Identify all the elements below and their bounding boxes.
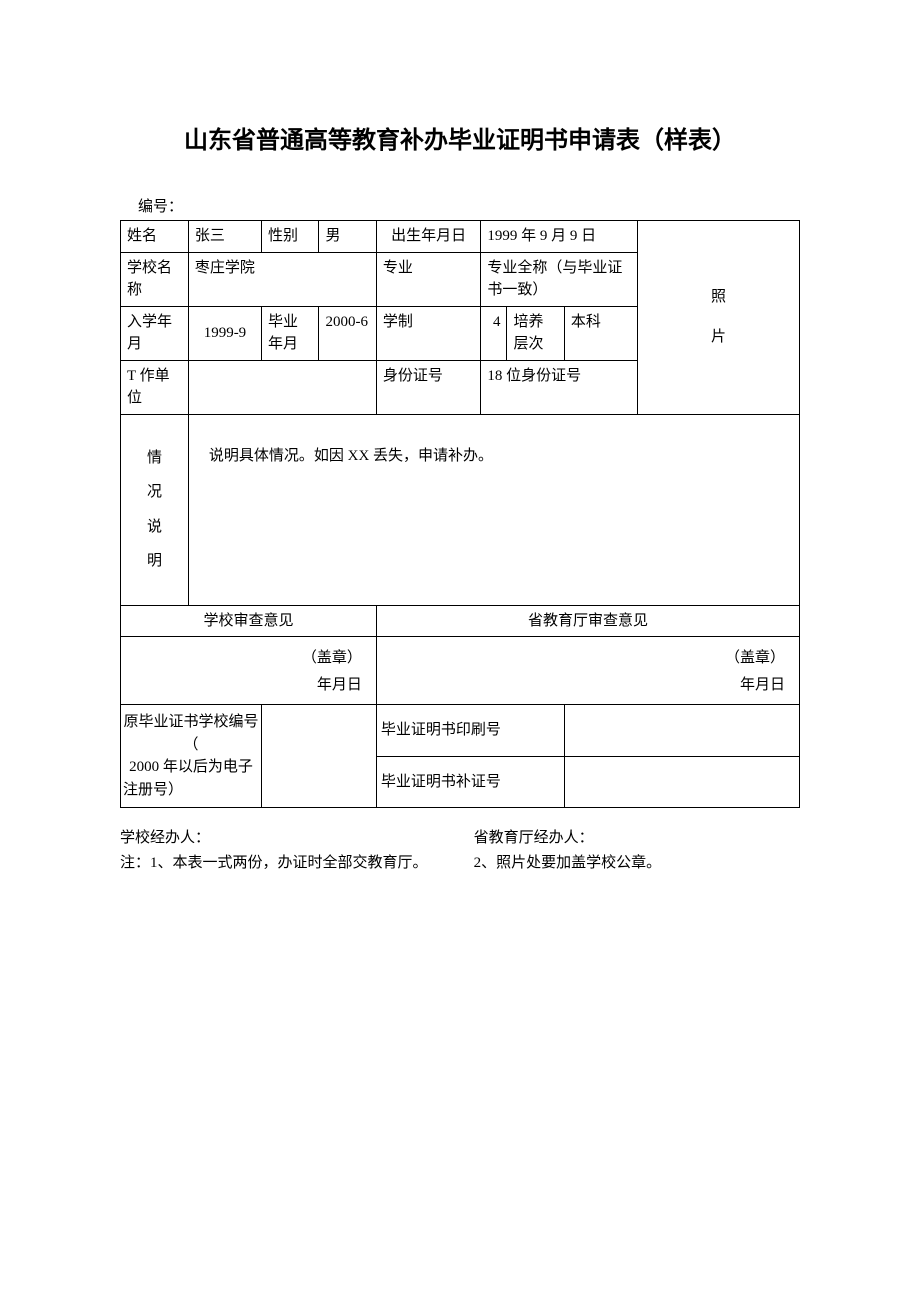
- dept-review-body: （盖章） 年月日: [376, 637, 799, 705]
- situation-label: 情 况 说 明: [121, 414, 189, 605]
- supp-no-value: [564, 756, 799, 808]
- application-form-table: 姓名 张三 性别 男 出生年月日 1999 年 9 月 9 日 照 片 学校名称…: [120, 220, 800, 808]
- dept-stamp: （盖章）: [391, 647, 785, 670]
- school-review-body: （盖章） 年月日: [121, 637, 377, 705]
- enroll-value: 1999-9: [188, 306, 261, 360]
- system-value: 4: [481, 306, 507, 360]
- print-no-label: 毕业证明书印刷号: [376, 705, 564, 757]
- print-no-value: [564, 705, 799, 757]
- school-date: 年月日: [135, 674, 362, 697]
- row-basic-1: 姓名 张三 性别 男 出生年月日 1999 年 9 月 9 日 照 片: [121, 221, 800, 253]
- school-handler: 学校经办人：: [120, 826, 474, 847]
- school-value: 枣庄学院: [188, 252, 376, 306]
- situation-char-2: 况: [121, 481, 188, 504]
- id-value: 18 位身份证号: [481, 360, 638, 414]
- footer-note-1: 注：1、本表一式两份，办证时全部交教育厅。: [120, 851, 474, 872]
- grad-value: 2000-6: [319, 306, 376, 360]
- row-review-body: （盖章） 年月日 （盖章） 年月日: [121, 637, 800, 705]
- row-situation: 情 况 说 明 说明具体情况。如因 XX 丢失，申请补办。: [121, 414, 800, 605]
- major-label: 专业: [376, 252, 480, 306]
- footer-col-2: 省教育厅经办人： 2、照片处要加盖学校公章。: [474, 826, 800, 876]
- id-label: 身份证号: [376, 360, 480, 414]
- numbering-label: 编号：: [138, 195, 800, 216]
- level-label-line2: 层次: [513, 336, 543, 352]
- row-review-header: 学校审查意见 省教育厅审查意见: [121, 605, 800, 637]
- situation-char-4: 明: [121, 550, 188, 573]
- footer-note-2: 2、照片处要加盖学校公章。: [474, 851, 800, 872]
- footer: 学校经办人： 注：1、本表一式两份，办证时全部交教育厅。 省教育厅经办人： 2、…: [120, 826, 800, 876]
- school-stamp: （盖章）: [135, 647, 362, 670]
- birth-value: 1999 年 9 月 9 日: [481, 221, 638, 253]
- supp-no-label: 毕业证明书补证号: [376, 756, 564, 808]
- grad-label: 毕业年月: [262, 306, 319, 360]
- photo-char-2: 片: [644, 326, 793, 349]
- situation-char-3: 说: [121, 516, 188, 539]
- form-title: 山东省普通高等教育补办毕业证明书申请表（样表）: [120, 120, 800, 155]
- major-value: 专业全称（与毕业证书一致）: [481, 252, 638, 306]
- name-label: 姓名: [121, 221, 189, 253]
- dept-date: 年月日: [391, 674, 785, 697]
- level-value: 本科: [564, 306, 637, 360]
- level-label: 培养 层次: [507, 306, 564, 360]
- gender-label: 性别: [262, 221, 319, 253]
- birth-label: 出生年月日: [376, 221, 480, 253]
- system-label: 学制: [376, 306, 480, 360]
- orig-cert-line3: 注册号）: [123, 779, 259, 802]
- row-cert-1: 原毕业证书学校编号（ 2000 年以后为电子 注册号） 毕业证明书印刷号: [121, 705, 800, 757]
- photo-char-1: 照: [644, 286, 793, 309]
- gender-value: 男: [319, 221, 376, 253]
- dept-handler: 省教育厅经办人：: [474, 826, 800, 847]
- work-label: T 作单位: [121, 360, 189, 414]
- orig-cert-label: 原毕业证书学校编号（ 2000 年以后为电子 注册号）: [121, 705, 262, 808]
- situation-char-1: 情: [121, 447, 188, 470]
- school-review-header: 学校审查意见: [121, 605, 377, 637]
- enroll-label: 入学年月: [121, 306, 189, 360]
- name-value: 张三: [188, 221, 261, 253]
- orig-cert-line1: 原毕业证书学校编号（: [123, 714, 258, 753]
- dept-review-header: 省教育厅审查意见: [376, 605, 799, 637]
- level-label-line1: 培养: [513, 314, 543, 330]
- footer-col-1: 学校经办人： 注：1、本表一式两份，办证时全部交教育厅。: [120, 826, 474, 876]
- school-label: 学校名称: [121, 252, 189, 306]
- photo-placeholder: 照 片: [638, 221, 800, 415]
- orig-cert-line2: 2000 年以后为电子: [129, 759, 253, 775]
- work-value: [188, 360, 376, 414]
- orig-cert-value: [262, 705, 377, 808]
- situation-content: 说明具体情况。如因 XX 丢失，申请补办。: [188, 414, 799, 605]
